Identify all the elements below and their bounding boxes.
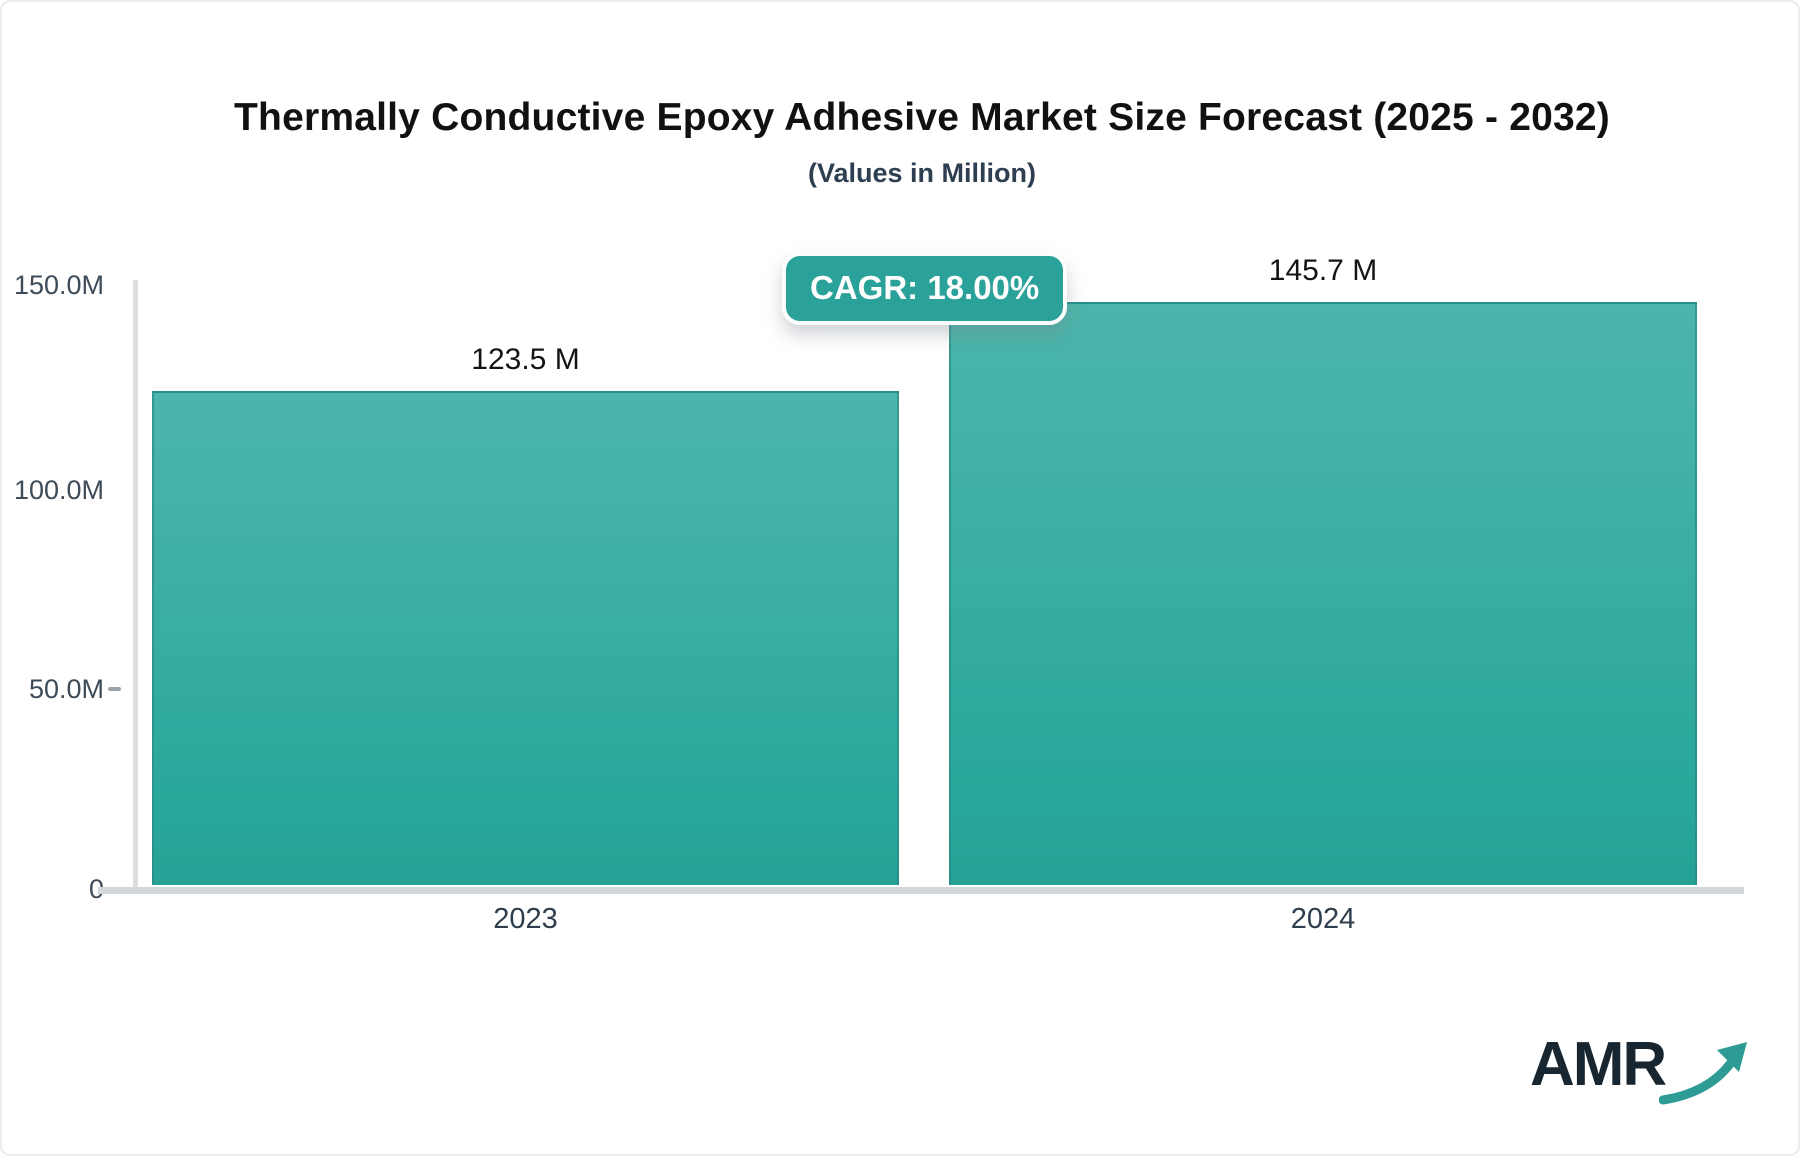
y-tick-label-100m: 100.0M	[13, 475, 104, 505]
y-axis-line	[133, 280, 138, 892]
amr-logo: AMR	[1530, 1030, 1751, 1111]
bar-2023	[152, 391, 899, 885]
y-tick-label-50m: 50.0M	[28, 674, 104, 704]
cagr-badge: CAGR: 18.00%	[782, 252, 1068, 325]
x-tick-label-2023: 2023	[493, 903, 558, 935]
growth-arrow-icon	[1658, 1040, 1751, 1111]
x-axis-baseline	[98, 887, 1744, 894]
y-tick-label-150m: 150.0M	[13, 270, 104, 300]
bar-value-2023: 123.5 M	[471, 343, 580, 376]
chart-header: Thermally Conductive Epoxy Adhesive Mark…	[24, 2, 1798, 189]
y-tick-label-0: 0	[88, 874, 104, 904]
y-tick-mark-50m	[108, 687, 121, 691]
amr-logo-text: AMR	[1530, 1030, 1667, 1099]
chart-subtitle: (Values in Million)	[807, 158, 1037, 188]
bar-value-2024: 145.7 M	[1268, 254, 1378, 287]
bar-2024	[949, 302, 1697, 885]
x-tick-label-2024: 2024	[1290, 903, 1356, 935]
chart-title: Thermally Conductive Epoxy Adhesive Mark…	[234, 96, 1610, 139]
